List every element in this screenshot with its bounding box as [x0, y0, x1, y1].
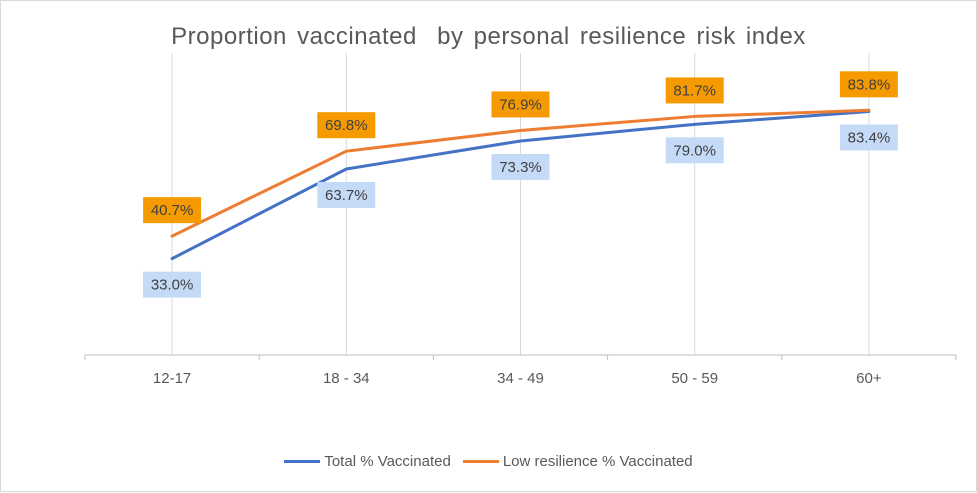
- legend-label-low-resilience: Low resilience % Vaccinated: [502, 453, 693, 470]
- data-label-text: 83.8%: [848, 76, 891, 93]
- data-label: 83.4%: [839, 124, 898, 151]
- data-label: 83.8%: [839, 71, 898, 98]
- legend: Total % Vaccinated Low resilience % Vacc…: [1, 453, 976, 470]
- series-line-total: [170, 109, 871, 261]
- data-label: 73.3%: [491, 153, 550, 180]
- data-label-bg: [665, 137, 724, 164]
- data-label: 79.0%: [665, 137, 724, 164]
- data-label-text: 79.0%: [673, 142, 716, 159]
- data-label-bg: [491, 153, 550, 180]
- data-label: 40.7%: [143, 197, 202, 224]
- data-label-bg: [143, 197, 202, 224]
- legend-swatch-total: [284, 460, 321, 463]
- data-label-bg: [665, 77, 724, 104]
- data-label-text: 63.7%: [325, 187, 368, 204]
- data-label: 76.9%: [491, 91, 550, 118]
- data-label-bg: [839, 71, 898, 98]
- legend-item-total: Total % Vaccinated: [284, 453, 451, 470]
- data-label-bg: [839, 124, 898, 151]
- data-label-text: 69.8%: [325, 117, 368, 134]
- x-tick-label: 50 - 59: [671, 370, 718, 387]
- data-label: 63.7%: [317, 181, 376, 208]
- data-label: 81.7%: [665, 77, 724, 104]
- data-labels: 33.0% 63.7% 73.3% 79.0% 83.4% 40.7% 69.8% 76.9%…: [143, 71, 898, 298]
- data-label: 69.8%: [317, 112, 376, 139]
- data-label-bg: [143, 271, 202, 298]
- data-label-text: 76.9%: [499, 96, 542, 113]
- data-label-text: 81.7%: [673, 82, 716, 99]
- data-label-bg: [317, 181, 376, 208]
- legend-swatch-low-resilience: [462, 460, 499, 463]
- data-label-text: 40.7%: [151, 202, 194, 219]
- data-label-text: 33.0%: [151, 277, 194, 294]
- x-tick-label: 60+: [856, 370, 882, 387]
- data-label: 33.0%: [143, 271, 202, 298]
- x-axis: 12-17 18 - 34 34 - 49 50 - 59 60+: [84, 354, 957, 387]
- data-label-text: 83.4%: [848, 129, 891, 146]
- x-tick-label: 18 - 34: [323, 370, 370, 387]
- x-tick-label: 12-17: [153, 370, 191, 387]
- data-label-text: 73.3%: [499, 159, 542, 176]
- series-line-low-resilience: [170, 108, 871, 238]
- legend-item-low-resilience: Low resilience % Vaccinated: [462, 453, 693, 470]
- chart-title: Proportion vaccinated by personal resili…: [171, 23, 806, 50]
- legend-label-total: Total % Vaccinated: [324, 453, 451, 470]
- x-tick-label: 34 - 49: [497, 370, 544, 387]
- data-label-bg: [317, 112, 376, 139]
- data-label-bg: [491, 91, 550, 118]
- series-lines: [170, 108, 871, 261]
